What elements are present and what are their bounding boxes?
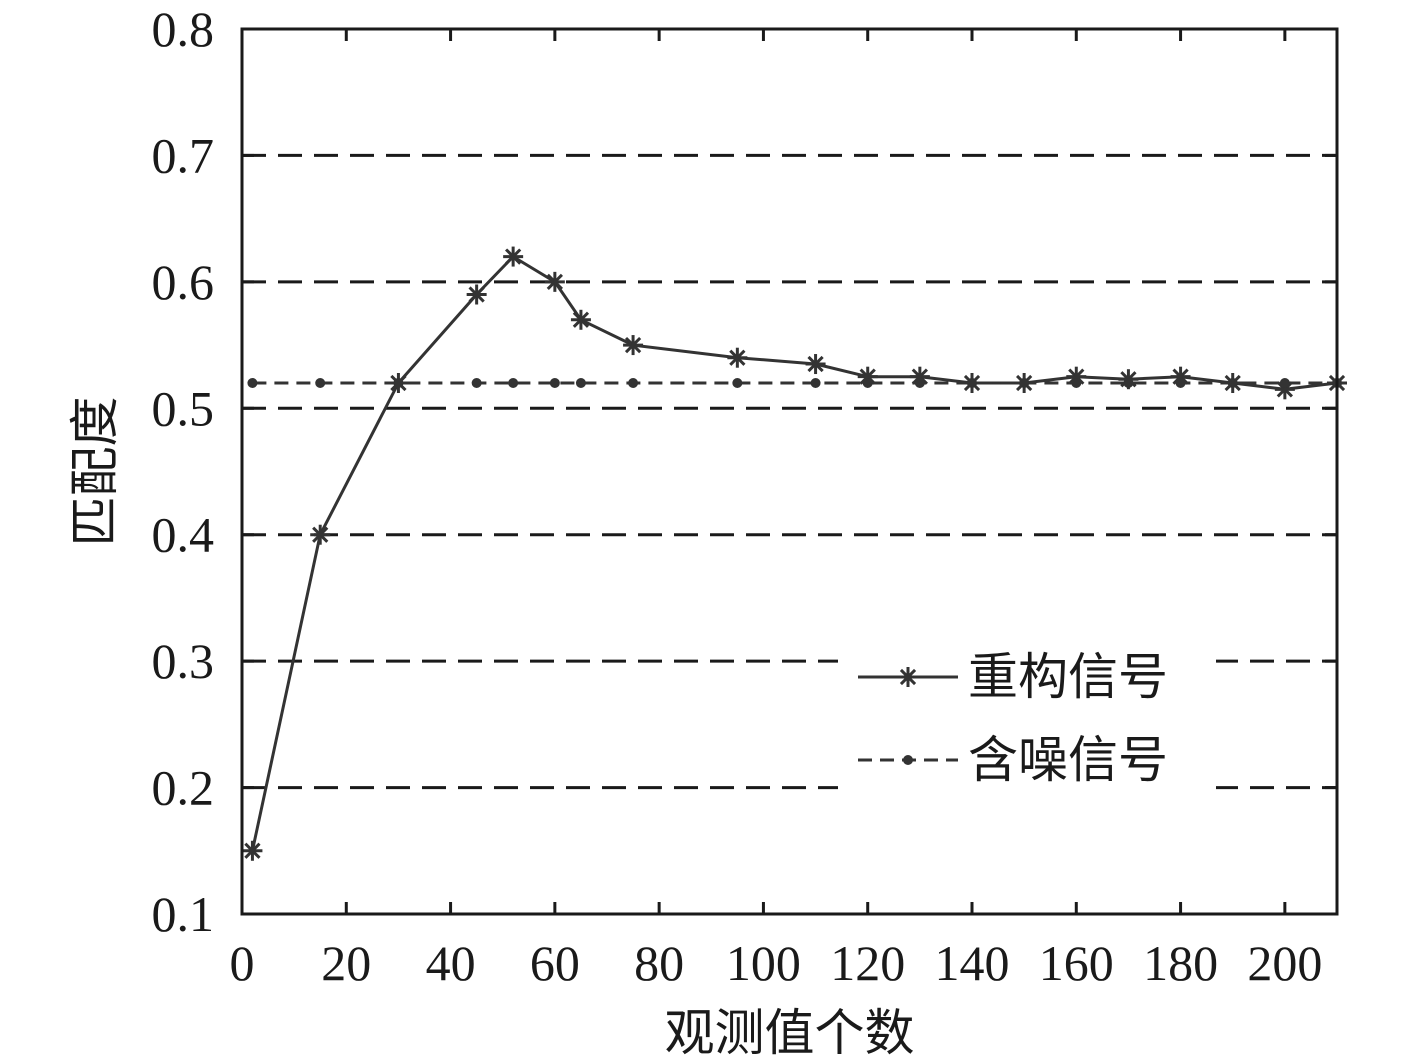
- y-tick-label: 0.2: [152, 760, 215, 816]
- legend-marker-2: [903, 755, 913, 765]
- x-axis-label: 观测值个数: [665, 1005, 915, 1061]
- data-point-2: [1123, 378, 1134, 388]
- data-point-1: [805, 354, 826, 375]
- x-tick-label: 180: [1143, 935, 1218, 991]
- data-point-2: [1227, 378, 1238, 388]
- data-point-2: [247, 378, 258, 388]
- x-tick-label: 120: [830, 935, 905, 991]
- data-point-2: [508, 378, 519, 388]
- data-point-1: [544, 271, 565, 292]
- x-tick-label: 0: [230, 935, 255, 991]
- data-point-1: [310, 524, 331, 545]
- y-axis-label: 匹配度: [67, 397, 123, 547]
- data-point-2: [862, 378, 873, 388]
- data-point-2: [549, 378, 560, 388]
- y-tick-label: 0.8: [152, 1, 215, 57]
- data-point-2: [393, 378, 404, 388]
- data-point-2: [471, 378, 482, 388]
- data-point-2: [315, 378, 326, 388]
- x-tick-label: 60: [530, 935, 580, 991]
- axis-ticks: 0 20 40 60 80 100 120 140 160 180 200 0.1 0.2 0.3 0.4 0…: [152, 1, 1337, 991]
- y-tick-label: 0.3: [152, 633, 215, 689]
- data-point-2: [732, 378, 743, 388]
- data-point-1: [570, 309, 591, 330]
- legend-label-2: 含噪信号: [968, 732, 1168, 788]
- data-point-2: [1175, 378, 1186, 388]
- data-point-1: [727, 347, 748, 368]
- data-point-2: [967, 378, 977, 388]
- legend-marker-1: [898, 667, 918, 687]
- x-tick-label: 200: [1247, 935, 1322, 991]
- data-point-1: [466, 284, 487, 305]
- legend-background: [838, 628, 1216, 800]
- x-tick-label: 40: [426, 935, 476, 991]
- x-tick-label: 80: [634, 935, 684, 991]
- data-point-1: [503, 246, 524, 267]
- y-tick-label: 0.5: [152, 380, 215, 436]
- data-point-2: [1279, 378, 1290, 388]
- data-point-2: [628, 378, 639, 388]
- data-point-2: [1019, 378, 1030, 388]
- x-tick-label: 140: [935, 935, 1010, 991]
- plot-frame: [240, 27, 1339, 916]
- data-point-2: [914, 378, 925, 388]
- data-point-2: [575, 378, 586, 388]
- data-point-2: [810, 378, 821, 388]
- x-tick-label: 20: [321, 935, 371, 991]
- y-tick-label: 0.7: [152, 127, 215, 183]
- y-tick-label: 0.6: [152, 254, 215, 310]
- data-point-1: [242, 840, 263, 861]
- data-point-2: [1071, 378, 1082, 388]
- y-tick-label: 0.4: [152, 507, 215, 563]
- legend-label-1: 重构信号: [968, 649, 1168, 705]
- data-point-1: [623, 335, 644, 356]
- y-tick-label: 0.1: [152, 886, 215, 942]
- x-tick-label: 160: [1039, 935, 1114, 991]
- x-tick-label: 100: [726, 935, 801, 991]
